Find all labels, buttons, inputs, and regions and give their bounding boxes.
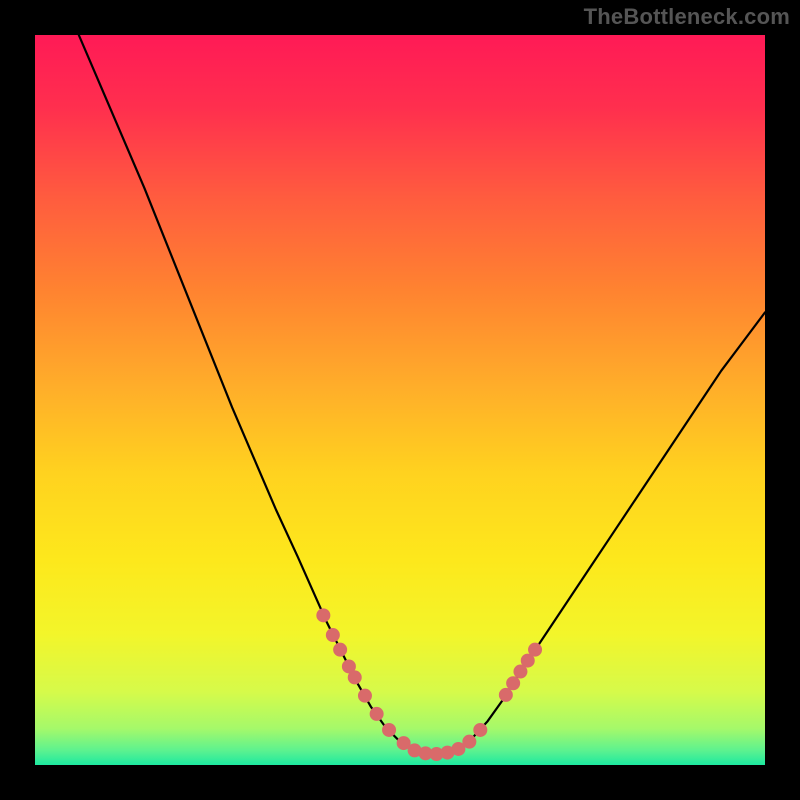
chart-container: TheBottleneck.com <box>0 0 800 800</box>
plot-background <box>35 35 765 765</box>
watermark-text: TheBottleneck.com <box>584 4 790 30</box>
